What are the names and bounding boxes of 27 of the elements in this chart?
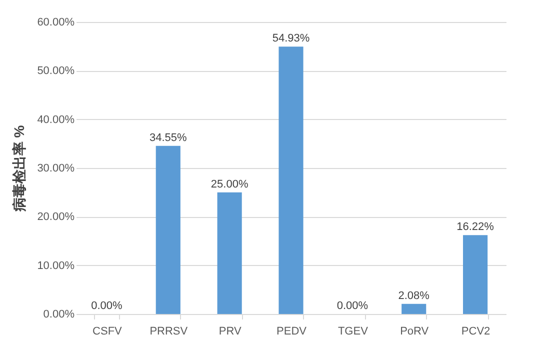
y-tick-label: 50.00% xyxy=(37,65,75,78)
data-label: 54.93% xyxy=(272,32,310,45)
y-tick-label: 20.00% xyxy=(37,211,75,224)
data-label: 0.00% xyxy=(336,300,368,312)
data-label: 16.22% xyxy=(456,221,494,234)
y-tick-label: 40.00% xyxy=(37,114,75,126)
x-tick-label: TGEV xyxy=(338,326,369,338)
y-tick-label: 0.00% xyxy=(43,308,75,320)
x-tick-label: PRV xyxy=(218,326,242,338)
y-tick-label: 10.00% xyxy=(37,260,75,272)
x-tick-label: PCV2 xyxy=(461,326,490,338)
x-tick-label: PoRV xyxy=(400,326,430,338)
x-tick-label: PEDV xyxy=(276,326,308,338)
data-label: 0.00% xyxy=(91,300,123,312)
x-tick-label: CSFV xyxy=(92,326,123,338)
bar xyxy=(402,304,426,314)
data-label: 25.00% xyxy=(210,178,248,190)
y-tick-label: 30.00% xyxy=(37,162,75,174)
y-axis-title: 病毒检出率 % xyxy=(11,124,28,213)
data-label: 2.08% xyxy=(398,290,430,302)
data-label: 34.55% xyxy=(149,132,188,144)
bar xyxy=(156,146,180,314)
bar xyxy=(278,46,304,314)
bar xyxy=(463,235,488,314)
x-tick-label: PRRSV xyxy=(150,326,188,338)
y-tick-label: 60.00% xyxy=(37,16,75,28)
bar xyxy=(217,192,242,314)
